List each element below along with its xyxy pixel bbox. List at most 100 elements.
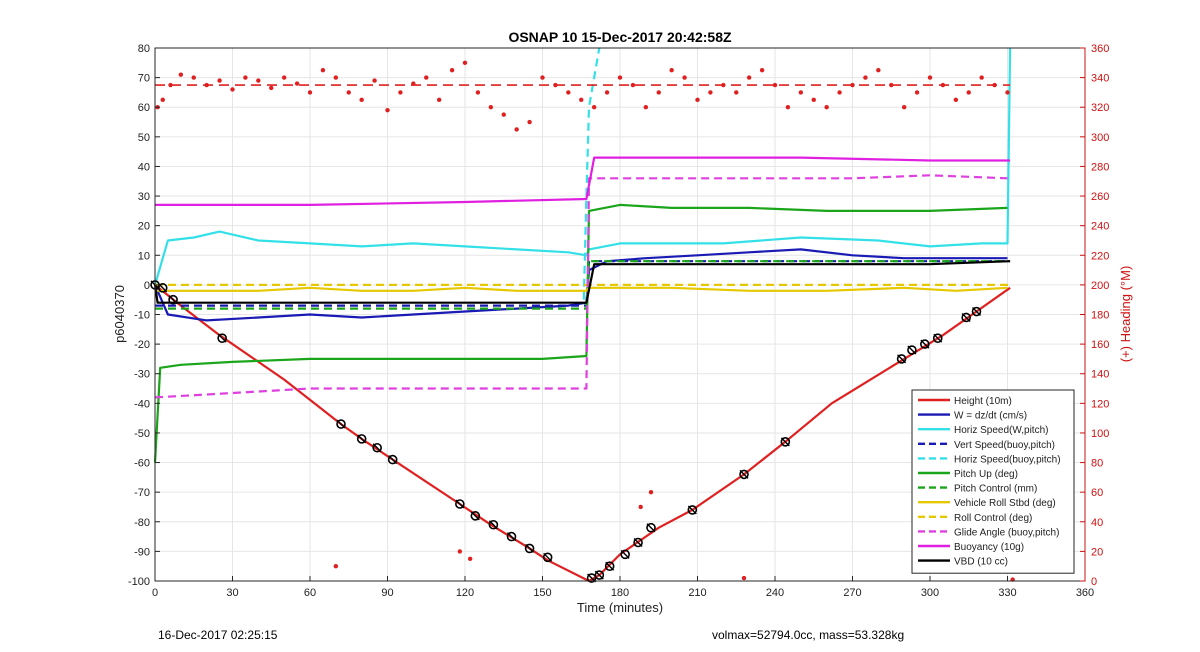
y-tick-label: -40 [134, 398, 150, 410]
series-line-2 [153, 47, 1012, 286]
x-tick-label: 0 [152, 587, 158, 599]
dive-marker-circle [646, 522, 656, 533]
y2-tick-label: 240 [1091, 221, 1109, 233]
heading-point [243, 75, 248, 80]
dive-marker-circle [687, 505, 698, 515]
y2-tick-label: 0 [1091, 576, 1097, 588]
dive-marker-cross [646, 523, 656, 533]
heading-point [294, 81, 300, 86]
y-tick-label: 70 [138, 73, 150, 85]
heading-point [333, 75, 339, 80]
y2-tick-label: 220 [1091, 250, 1109, 262]
heading-point [281, 75, 287, 80]
heading-point [914, 90, 920, 95]
dive-marker-cross [594, 570, 604, 580]
x-axis-label: Time (minutes) [577, 600, 663, 615]
dive-marker [506, 531, 517, 542]
axes: 0 30 60 90 120 150 180 210 240 270 300 330 360-100-9… [128, 43, 1109, 599]
heading-point [579, 97, 584, 103]
x-tick-label: 30 [226, 587, 238, 599]
heading-outlier-point [638, 504, 643, 510]
dive-marker-cross [336, 419, 346, 429]
dive-marker-cross [920, 339, 930, 349]
x-tick-label: 360 [1076, 587, 1094, 599]
dive-marker-circle [542, 552, 553, 563]
dive-marker-circle [470, 511, 481, 521]
legend-entry: Roll Control (deg) [954, 513, 1032, 524]
dive-marker-cross [780, 437, 790, 447]
heading-point [901, 105, 907, 110]
heading-point [953, 97, 959, 103]
heading-point [359, 97, 364, 103]
heading-point [824, 105, 829, 110]
heading-point [217, 78, 222, 83]
footer-mass-info: volmax=52794.0cc, mass=53.328kg [712, 628, 905, 642]
dive-marker-circle [157, 283, 168, 293]
dive-marker-cross [455, 499, 465, 509]
y2-tick-label: 340 [1091, 73, 1109, 85]
heading-point [566, 90, 571, 95]
dive-marker [372, 442, 382, 453]
dive-marker-circle [217, 333, 227, 343]
y2-tick-label: 180 [1091, 310, 1109, 322]
heading-point [837, 90, 842, 95]
heading-point [979, 75, 984, 80]
dive-marker-cross [605, 561, 615, 571]
dive-marker [971, 306, 982, 317]
dive-marker-circle [920, 339, 930, 349]
legend-box [911, 389, 1075, 574]
legend-entry: Glide Angle (buoy,pitch) [954, 527, 1059, 538]
y-tick-label: 10 [138, 250, 150, 262]
dive-marker-circle [907, 345, 917, 355]
dive-marker-circle [168, 294, 178, 305]
dive-marker [356, 434, 367, 444]
y2-tick-label: 20 [1091, 546, 1103, 558]
legend-entry: Vehicle Roll Stbd (deg) [954, 498, 1056, 509]
legend-entry: Buoyancy (10g) [954, 542, 1024, 553]
heading-point [411, 81, 416, 86]
chart-title: OSNAP 10 15-Dec-2017 20:42:58Z [508, 29, 732, 45]
dive-marker [961, 312, 971, 323]
legend-entry: W = dz/dt (cm/s) [954, 411, 1027, 422]
heading-layer [155, 60, 1015, 582]
y2-tick-label: 280 [1091, 161, 1109, 173]
dive-marker [157, 283, 168, 293]
x-tick-label: 300 [921, 587, 939, 599]
y-tick-label: -60 [134, 458, 150, 470]
legend-entry: Pitch Up (deg) [954, 469, 1018, 480]
heading-point [591, 105, 597, 110]
heading-point [449, 68, 455, 73]
dive-marker-circle [971, 306, 982, 317]
y2-tick-label: 120 [1091, 398, 1109, 410]
heading-point [178, 72, 184, 77]
heading-point [553, 82, 558, 88]
x-tick-label: 270 [843, 587, 861, 599]
dive-marker-cross [357, 434, 367, 444]
heading-point [540, 75, 545, 80]
heading-point [785, 105, 791, 110]
dive-marker-cross [961, 312, 971, 322]
y-tick-label: -100 [128, 576, 150, 588]
x-tick-label: 330 [998, 587, 1016, 599]
dive-marker-circle [372, 442, 382, 453]
heading-point [501, 112, 506, 117]
heading-point [269, 85, 274, 91]
y-tick-label: 40 [138, 161, 150, 173]
heading-point [256, 78, 261, 83]
dive-marker [780, 437, 791, 447]
y2-tick-label: 100 [1091, 428, 1109, 440]
y2-tick-label: 300 [1091, 132, 1109, 144]
heading-point [772, 82, 778, 88]
heading-point [307, 90, 313, 95]
dive-marker [620, 549, 630, 560]
heading-point [191, 75, 196, 80]
x-tick-label: 240 [766, 587, 784, 599]
dive-marker-circle [604, 561, 615, 571]
heading-point [475, 90, 481, 95]
heading-point [940, 82, 946, 88]
heading-point [230, 87, 235, 92]
heading-point [708, 90, 713, 95]
heading-point [488, 105, 494, 110]
y-tick-label: -20 [134, 339, 150, 351]
heading-point [320, 68, 326, 73]
